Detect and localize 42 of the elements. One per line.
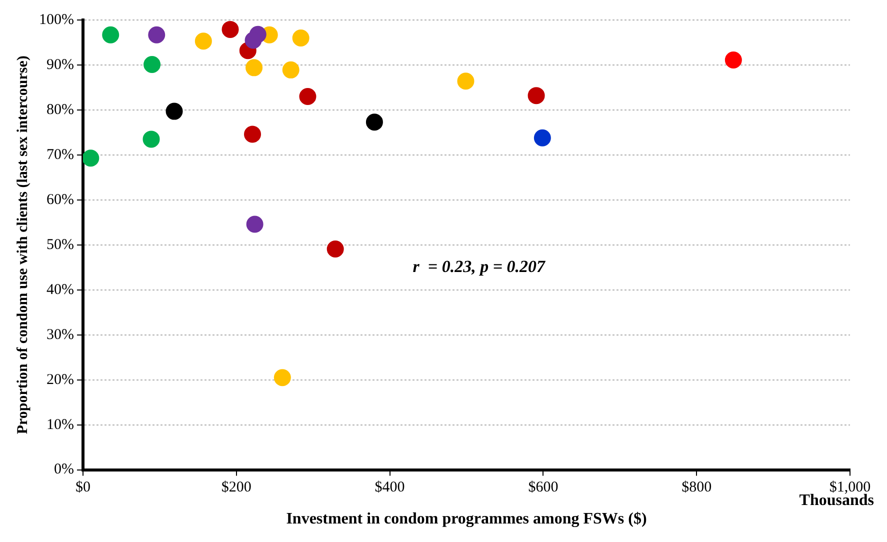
y-tick-label: 30% xyxy=(46,326,74,343)
point xyxy=(142,130,160,148)
point xyxy=(299,88,316,105)
x-tick-label: $200 xyxy=(221,480,252,496)
x-tick-label: $0 xyxy=(75,480,90,496)
point xyxy=(222,20,239,38)
point xyxy=(194,32,212,50)
point xyxy=(534,129,551,146)
point xyxy=(244,32,262,49)
text: Thousands xyxy=(799,492,874,510)
y-tick-label: 80% xyxy=(46,102,74,118)
x-axis-title: Investment in condom programmes among FSWs ($) xyxy=(286,510,647,528)
point xyxy=(724,52,742,69)
point xyxy=(282,61,300,78)
point xyxy=(366,114,383,131)
y-tick-label: 100% xyxy=(38,12,74,28)
point xyxy=(144,56,161,74)
annotation: r = 0.23, p = 0.207 xyxy=(412,256,547,276)
point xyxy=(82,150,100,167)
point xyxy=(292,29,310,46)
y-tick-label: 50% xyxy=(46,236,74,253)
point xyxy=(102,26,120,44)
y-tick-label: 40% xyxy=(46,282,74,298)
point xyxy=(457,72,474,90)
point xyxy=(528,87,545,104)
y-tick-label: 90% xyxy=(46,56,74,73)
y-tick-label: 0% xyxy=(54,462,74,478)
point xyxy=(166,102,183,120)
x-tick-label: $600 xyxy=(528,480,558,496)
x-tick-label: $400 xyxy=(374,480,405,496)
point xyxy=(148,26,166,44)
point xyxy=(246,59,263,76)
point xyxy=(274,369,291,386)
y-axis-title: Proportion of condom use with clients (last sex intercourse) xyxy=(14,56,31,434)
point xyxy=(244,126,262,143)
x-tick-label: $800 xyxy=(682,480,712,496)
y-tick-label: 60% xyxy=(46,192,74,208)
y-tick-label: 70% xyxy=(46,146,74,163)
point xyxy=(326,240,344,258)
y-tick-label: 10% xyxy=(46,416,74,433)
y-tick-label: 20% xyxy=(46,372,74,388)
point xyxy=(246,216,264,233)
